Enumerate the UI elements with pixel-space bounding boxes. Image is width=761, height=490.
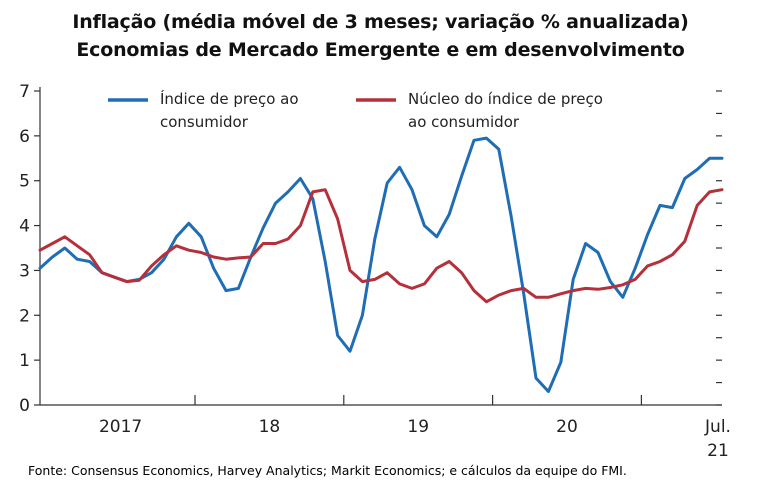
x-tick-label: 19 [407,417,429,437]
x-tick-label: 20 [556,417,578,437]
chart-legend: Índice de preço ao consumidor Núcleo do ín… [108,89,603,131]
y-tick-label: 4 [19,217,30,237]
x-tick-label: 18 [259,417,281,437]
y-tick-label: 6 [19,127,30,147]
source-note: Fonte: Consensus Economics, Harvey Analy… [28,463,627,478]
y-tick-label: 1 [19,351,30,371]
title-block: Inflação (média móvel de 3 meses; variaç… [0,8,761,64]
chart-title: Inflação (média móvel de 3 meses; variaç… [72,11,689,33]
x-tick-label-last: Jul. [704,417,731,437]
legend-cpi-label-line2: consumidor [160,113,249,131]
legend-core-cpi-label-line1: Núcleo do índice de preço [408,90,603,108]
chart-subtitle: Economias de Mercado Emergente e em dese… [76,39,685,61]
cpi-series-line [38,136,724,393]
core-cpi-series-line [38,188,724,304]
y-tick-label: 2 [19,306,30,326]
y-axis-tick-labels: 0 1 2 3 4 5 6 7 [19,82,30,416]
legend-cpi-label-line1: Índice de preço ao [160,89,299,108]
legend-core-cpi-label-line2: ao consumidor [408,113,520,131]
chart-series [38,136,724,393]
y-tick-label: 0 [19,396,30,416]
y-tick-label: 7 [19,82,30,102]
x-tick-label-last: 21 [707,441,729,461]
y-tick-label: 5 [19,172,30,192]
chart-axes [34,87,722,406]
x-axis-tick-labels: 2017 18 19 20 Jul. 21 [99,417,731,461]
y-tick-label: 3 [19,261,30,281]
x-tick-label: 2017 [99,417,142,437]
